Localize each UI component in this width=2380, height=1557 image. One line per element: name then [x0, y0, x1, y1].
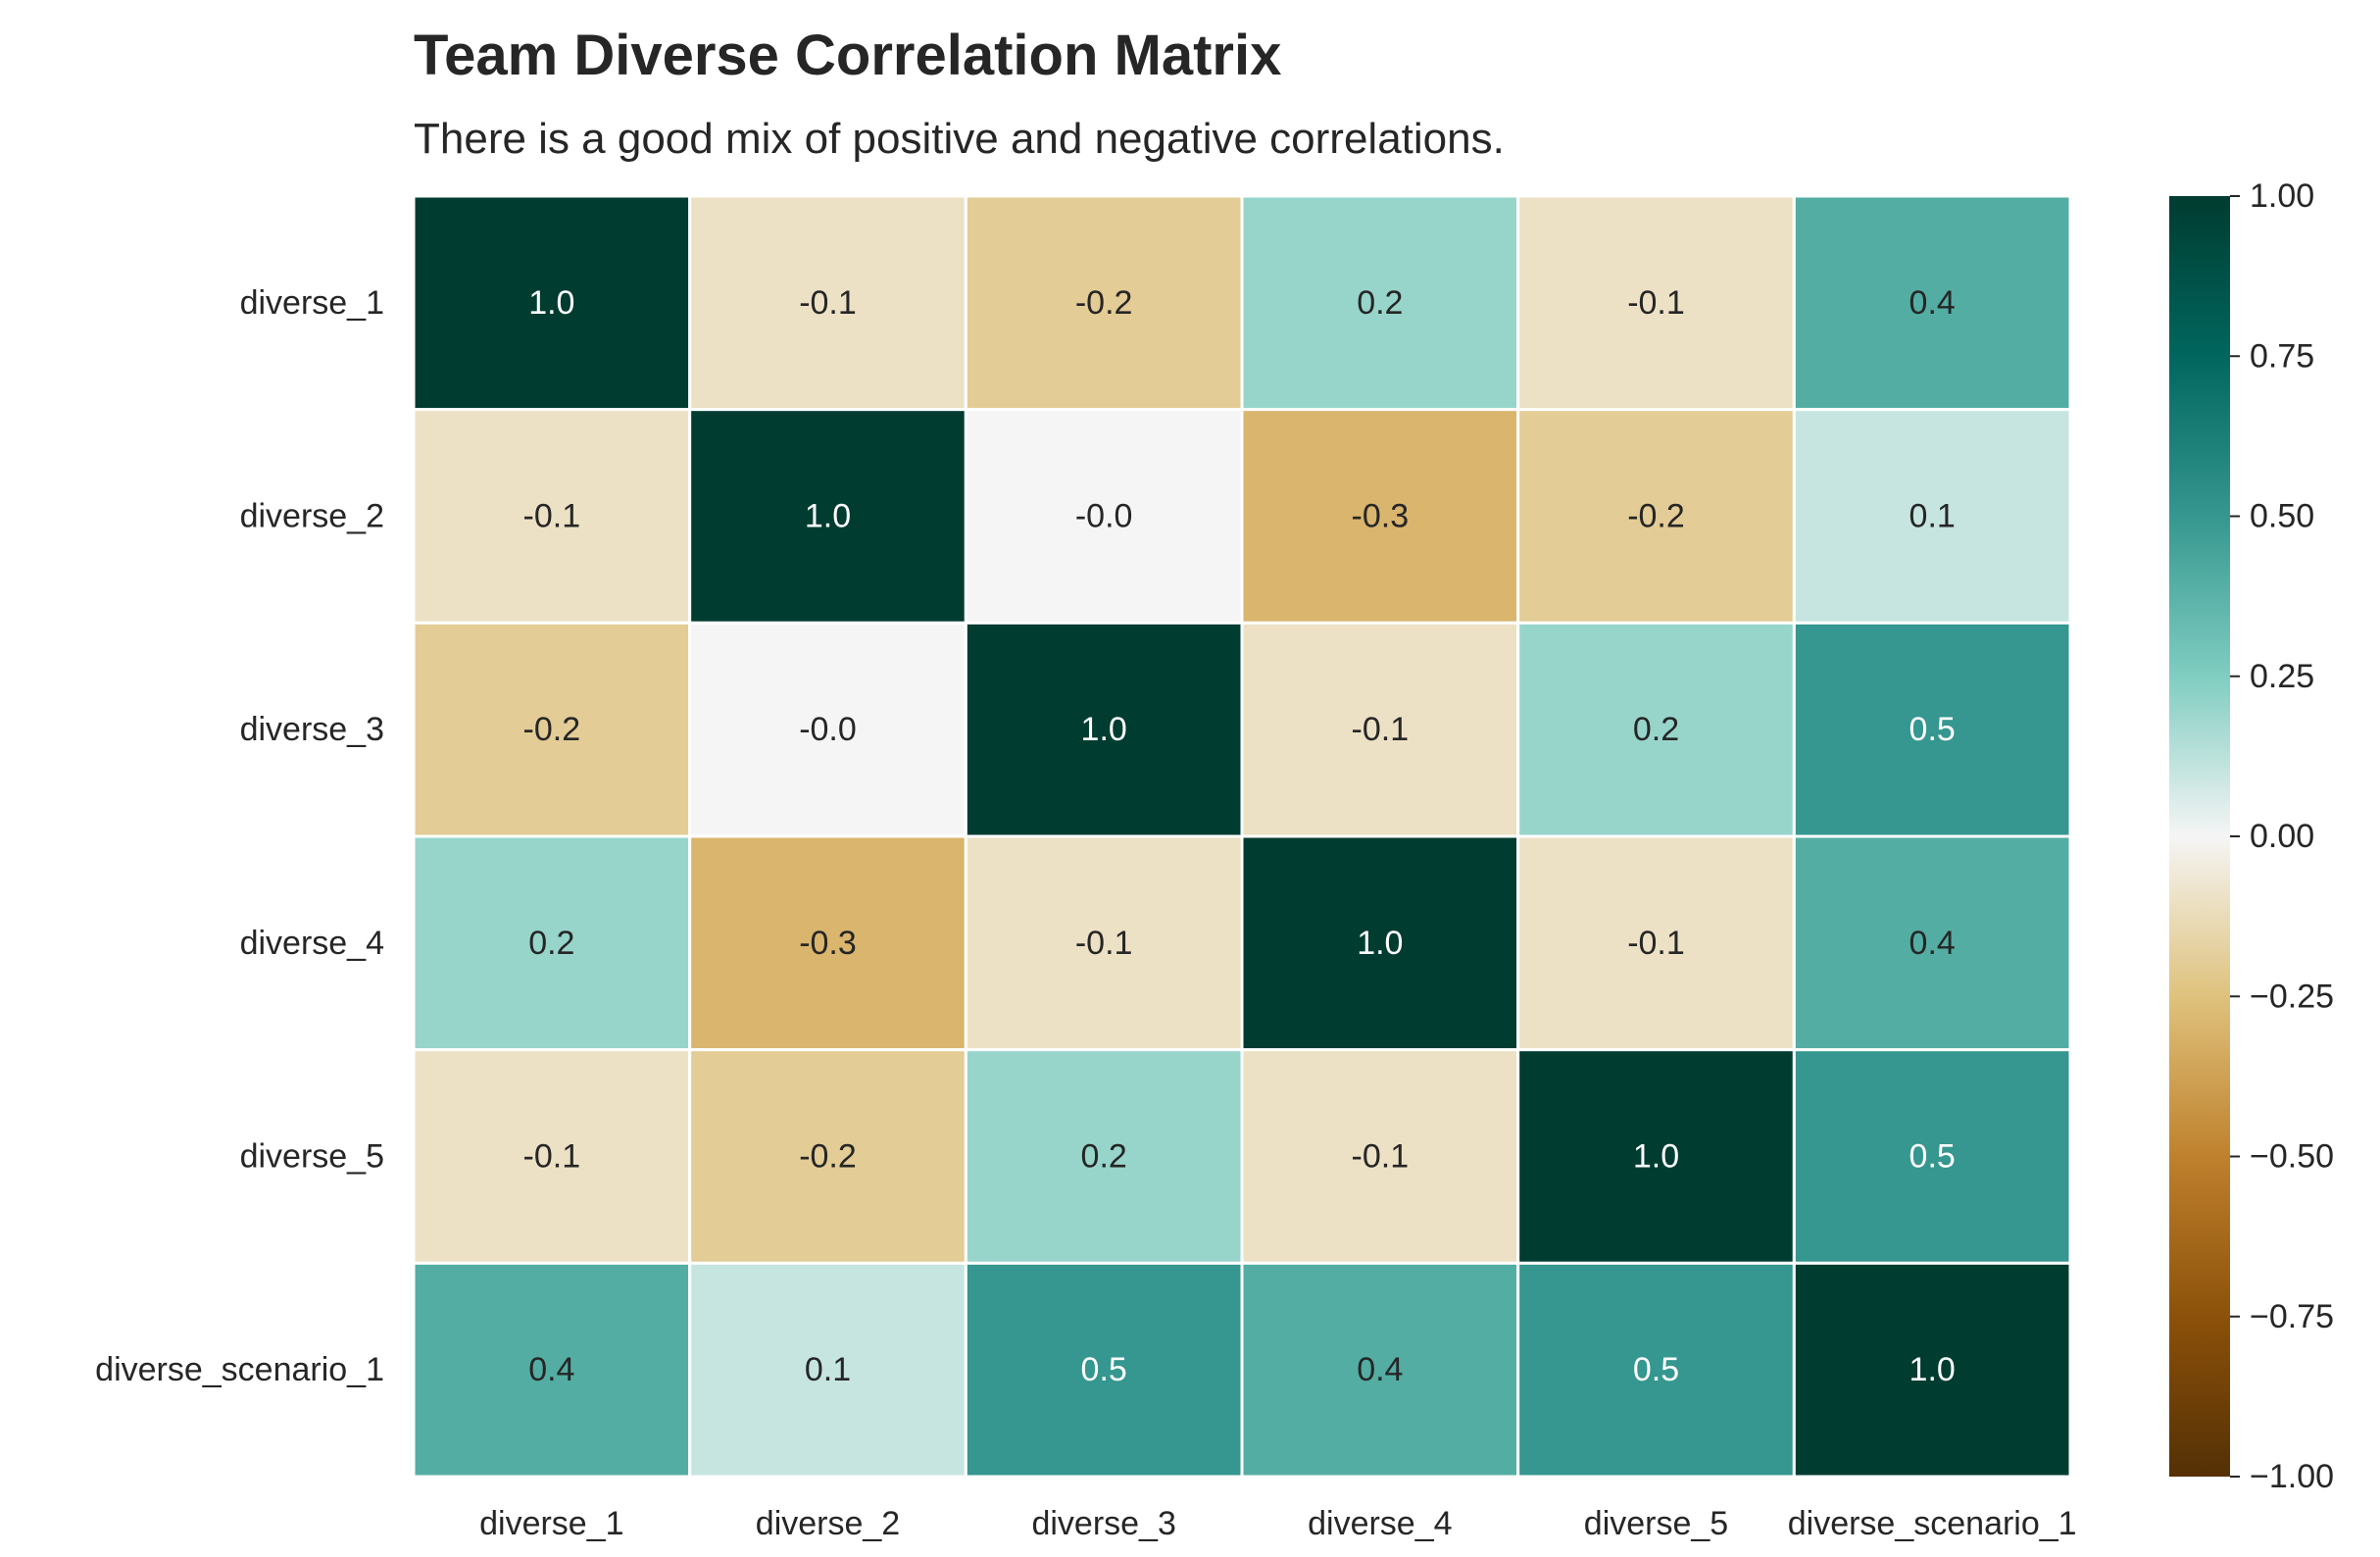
heatmap-cell — [1516, 621, 1796, 838]
colorbar-tick-label: 0.75 — [2250, 337, 2314, 375]
cell-annotation: 0.5 — [1909, 711, 1956, 748]
heatmap-cells — [412, 194, 2072, 1479]
cell-annotation: 0.5 — [1081, 1351, 1127, 1388]
heatmap-annotations: 1.0 -0.1 -0.2 0.2 -0.1 0.4 -0.1 1.0 -0.0 -0.3 -0.2… — [523, 284, 1956, 1388]
cell-annotation: -0.2 — [523, 711, 581, 748]
cell-annotation: 1.0 — [1081, 711, 1127, 748]
colorbar-tick-label: 1.00 — [2250, 177, 2314, 215]
cell-annotation: 0.1 — [805, 1351, 851, 1388]
cell-annotation: 1.0 — [1909, 1351, 1956, 1388]
heatmap-cell — [1792, 834, 2072, 1052]
cell-annotation: -0.3 — [799, 925, 857, 962]
y-tick-label: diverse_3 — [240, 711, 384, 748]
cell-annotation: 1.0 — [1357, 925, 1403, 962]
heatmap-cell — [688, 621, 967, 838]
heatmap-cell — [1240, 621, 1520, 838]
cell-annotation: 1.0 — [528, 284, 574, 322]
colorbar: 1.00 0.75 0.50 0.25 0.00 −0.25 −0.50 −0.75 −1.00 — [2169, 177, 2334, 1495]
heatmap-cell — [688, 194, 967, 412]
cell-annotation: -0.0 — [799, 711, 857, 748]
heatmap-cell — [1240, 1048, 1520, 1265]
heatmap-cell — [688, 834, 967, 1052]
cell-annotation: -0.1 — [1627, 925, 1685, 962]
heatmap-cell — [1516, 1048, 1796, 1265]
cell-annotation: -0.1 — [1075, 925, 1133, 962]
cell-annotation: -0.1 — [1627, 284, 1685, 322]
colorbar-tick-label: 0.25 — [2250, 658, 2314, 695]
x-tick-label: diverse_scenario_1 — [1788, 1505, 2077, 1542]
cell-annotation: 0.4 — [1909, 925, 1956, 962]
cell-annotation: 0.2 — [528, 925, 574, 962]
y-tick-label: diverse_4 — [240, 925, 384, 962]
heatmap-cell — [412, 1261, 692, 1479]
cell-annotation: -0.2 — [799, 1138, 857, 1176]
colorbar-tick-label: −1.00 — [2250, 1458, 2334, 1495]
cell-annotation: 0.2 — [1357, 284, 1403, 322]
heatmap-cell — [1516, 834, 1796, 1052]
heatmap-cell — [1240, 194, 1520, 412]
colorbar-gradient — [2169, 196, 2230, 1477]
heatmap-cell — [1516, 1261, 1796, 1479]
chart-subtitle: There is a good mix of positive and nega… — [414, 115, 1505, 163]
cell-annotation: -0.0 — [1075, 498, 1133, 535]
cell-annotation: -0.1 — [523, 1138, 581, 1176]
heatmap-cell — [1792, 1048, 2072, 1265]
heatmap-cell — [1792, 621, 2072, 838]
heatmap-cell — [1240, 834, 1520, 1052]
y-tick-label: diverse_2 — [240, 498, 384, 535]
heatmap-cell — [964, 1048, 1244, 1265]
colorbar-tick-label: 0.50 — [2250, 498, 2314, 535]
cell-annotation: 1.0 — [805, 498, 851, 535]
cell-annotation: 0.2 — [1081, 1138, 1127, 1176]
x-tick-label: diverse_5 — [1584, 1505, 1728, 1542]
heatmap-cell — [412, 621, 692, 838]
cell-annotation: -0.2 — [1075, 284, 1133, 322]
heatmap-cell — [1240, 408, 1520, 625]
cell-annotation: -0.1 — [1352, 711, 1410, 748]
colorbar-tick-label: 0.00 — [2250, 818, 2314, 855]
heatmap-cell — [412, 834, 692, 1052]
cell-annotation: 0.1 — [1909, 498, 1956, 535]
cell-annotation: 0.5 — [1909, 1138, 1956, 1176]
colorbar-tick-label: −0.25 — [2250, 978, 2334, 1015]
cell-annotation: -0.1 — [1352, 1138, 1410, 1176]
heatmap-cell — [1240, 1261, 1520, 1479]
heatmap-cell — [412, 1048, 692, 1265]
cell-annotation: 0.4 — [1357, 1351, 1403, 1388]
x-tick-label: diverse_4 — [1308, 1505, 1452, 1542]
x-tick-label: diverse_3 — [1031, 1505, 1175, 1542]
heatmap-cell — [1792, 194, 2072, 412]
cell-annotation: 0.4 — [1909, 284, 1956, 322]
heatmap-cell — [1792, 1261, 2072, 1479]
heatmap-cell — [1792, 408, 2072, 625]
y-axis: diverse_1 diverse_2 diverse_3 diverse_4dive… — [95, 284, 384, 1388]
cell-annotation: -0.1 — [523, 498, 581, 535]
heatmap-cell — [1516, 194, 1796, 412]
cell-annotation: 0.4 — [528, 1351, 574, 1388]
colorbar-tick-label: −0.75 — [2250, 1298, 2334, 1335]
heatmap-cell — [964, 194, 1244, 412]
heatmap-cell — [964, 834, 1244, 1052]
cell-annotation: 0.5 — [1633, 1351, 1679, 1388]
cell-annotation: -0.3 — [1352, 498, 1410, 535]
chart-title: Team Diverse Correlation Matrix — [414, 24, 1281, 87]
x-tick-label: diverse_2 — [756, 1505, 900, 1542]
colorbar-tick-label: −0.50 — [2250, 1138, 2334, 1176]
cell-annotation: -0.2 — [1627, 498, 1685, 535]
cell-annotation: -0.1 — [799, 284, 857, 322]
y-tick-label: diverse_1 — [240, 284, 384, 322]
x-axis: diverse_1 diverse_2 diverse_3 diverse_4 dive… — [479, 1505, 2076, 1542]
cell-annotation: 0.2 — [1633, 711, 1679, 748]
cell-annotation: 1.0 — [1633, 1138, 1679, 1176]
y-tick-label: diverse_5 — [240, 1138, 384, 1176]
heatmap-cell — [412, 194, 692, 412]
y-tick-label: diverse_scenario_1 — [95, 1351, 384, 1388]
x-tick-label: diverse_1 — [479, 1505, 623, 1542]
heatmap-cell — [688, 408, 967, 625]
